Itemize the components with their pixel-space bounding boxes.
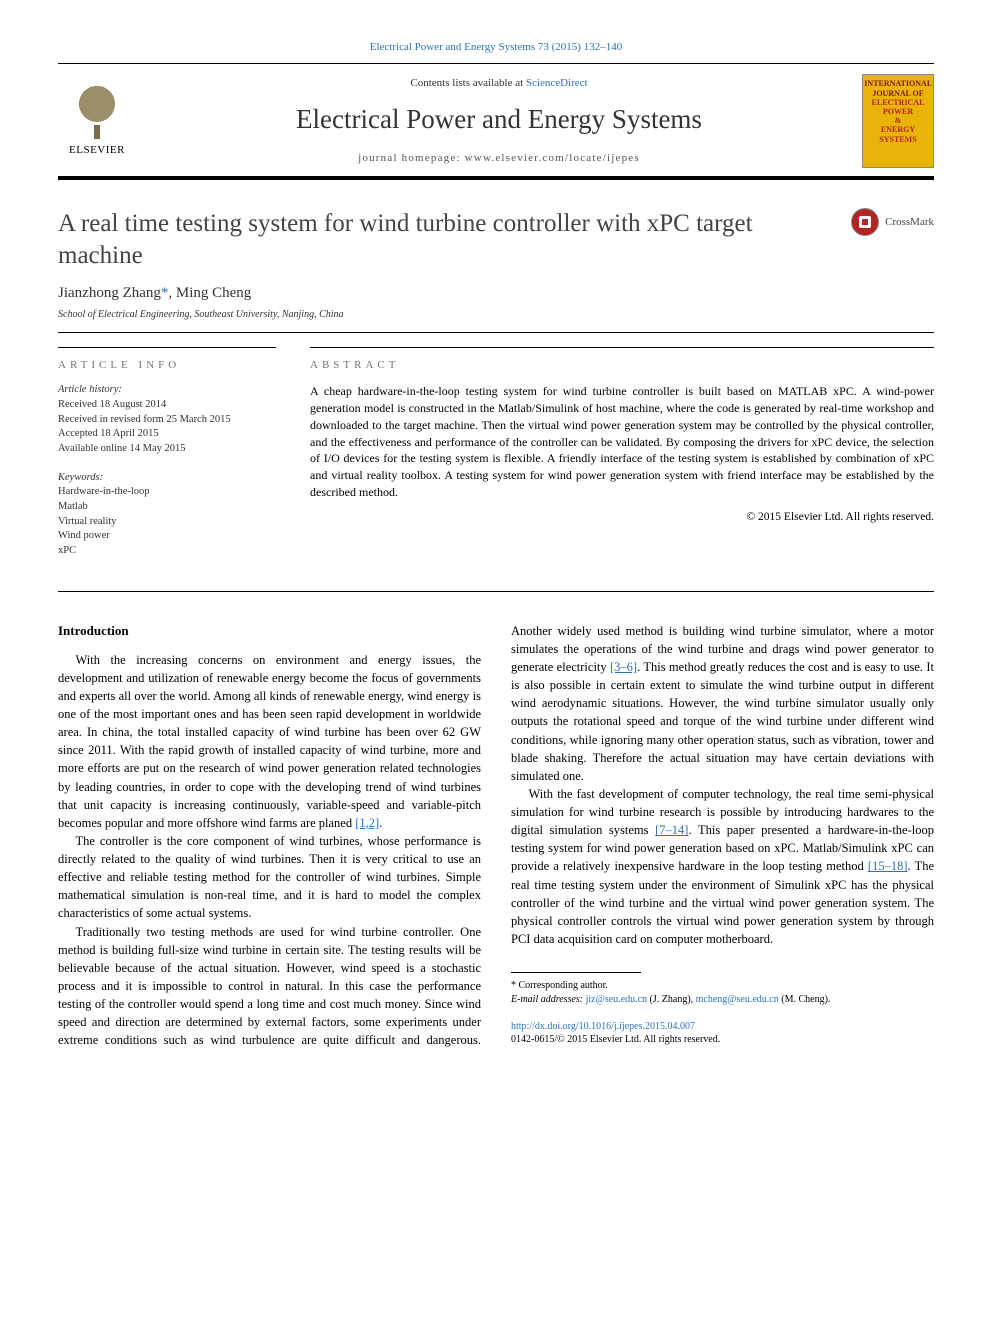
ref-link[interactable]: [1,2] (355, 816, 379, 830)
top-citation-link[interactable]: Electrical Power and Energy Systems 73 (… (58, 40, 934, 55)
journal-cover-thumb[interactable]: INTERNATIONAL JOURNAL OF ELECTRICAL POWE… (862, 74, 934, 168)
citation-link[interactable]: Electrical Power and Energy Systems 73 (… (370, 41, 622, 53)
author-1[interactable]: Jianzhong Zhang (58, 285, 161, 301)
history-label: Article history: (58, 384, 122, 395)
page-root: Electrical Power and Energy Systems 73 (… (0, 0, 992, 1099)
journal-title: Electrical Power and Energy Systems (136, 101, 862, 139)
affiliation: School of Electrical Engineering, Southe… (58, 308, 934, 322)
contents-line: Contents lists available at ScienceDirec… (136, 76, 862, 91)
doi-link[interactable]: http://dx.doi.org/10.1016/j.ijepes.2015.… (511, 1021, 695, 1032)
masthead: ELSEVIER Contents lists available at Sci… (58, 63, 934, 180)
cover-line: & (895, 116, 902, 125)
cover-line: SYSTEMS (879, 135, 916, 144)
corresponding-author-note: * Corresponding author. E-mail addresses… (511, 979, 934, 1006)
body-paragraph: With the fast development of computer te… (511, 785, 934, 948)
journal-homepage[interactable]: journal homepage: www.elsevier.com/locat… (136, 151, 862, 166)
p3b-text: . This method greatly reduces the cost a… (511, 660, 934, 783)
authors: Jianzhong Zhang*, Ming Cheng (58, 283, 934, 304)
ref-link[interactable]: [15–18] (868, 859, 908, 873)
contents-prefix: Contents lists available at (410, 77, 525, 89)
keywords-label: Keywords: (58, 472, 103, 483)
p1-tail: . (379, 816, 382, 830)
history-line: Available online 14 May 2015 (58, 443, 186, 454)
author-2: , Ming Cheng (168, 285, 251, 301)
p1-text: With the increasing concerns on environm… (58, 653, 481, 830)
body-paragraph: With the increasing concerns on environm… (58, 651, 481, 832)
masthead-center: Contents lists available at ScienceDirec… (136, 76, 862, 167)
keyword: Matlab (58, 501, 88, 512)
article-info-column: article info Article history: Received 1… (58, 347, 276, 573)
abstract-column: abstract A cheap hardware-in-the-loop te… (310, 347, 934, 573)
article-title: A real time testing system for wind turb… (58, 208, 838, 271)
ref-link[interactable]: [3–6] (610, 660, 637, 674)
crossmark-icon (851, 208, 879, 236)
elsevier-tree-icon (70, 85, 124, 139)
info-abstract-row: article info Article history: Received 1… (58, 347, 934, 592)
body-columns: Introduction With the increasing concern… (58, 622, 934, 1050)
intro-heading: Introduction (58, 622, 481, 641)
article-history: Article history: Received 18 August 2014… (58, 383, 276, 456)
abstract-text: A cheap hardware-in-the-loop testing sys… (310, 383, 934, 501)
publisher-name: ELSEVIER (69, 143, 125, 158)
footnote-separator (511, 972, 641, 973)
email-name: (J. Zhang), (647, 994, 696, 1005)
article-info-heading: article info (58, 358, 276, 373)
masthead-inner: ELSEVIER Contents lists available at Sci… (58, 74, 934, 177)
email-name: (M. Cheng). (779, 994, 831, 1005)
history-line: Received in revised form 25 March 2015 (58, 414, 231, 425)
sciencedirect-link[interactable]: ScienceDirect (526, 77, 588, 89)
publisher-logo[interactable]: ELSEVIER (58, 76, 136, 166)
cover-line: ELECTRICAL (872, 98, 925, 107)
email-label: E-mail addresses: (511, 994, 586, 1005)
issn-line: 0142-0615/© 2015 Elsevier Ltd. All right… (511, 1034, 720, 1045)
abstract-heading: abstract (310, 358, 934, 373)
email-link[interactable]: jiz@seu.edu.cn (586, 994, 647, 1005)
body-paragraph: The controller is the core component of … (58, 832, 481, 923)
doi-block: http://dx.doi.org/10.1016/j.ijepes.2015.… (511, 1020, 934, 1046)
history-line: Received 18 August 2014 (58, 399, 166, 410)
keywords-block: Keywords: Hardware-in-the-loop Matlab Vi… (58, 471, 276, 559)
cover-line: ENERGY (881, 125, 915, 134)
footer-block: * Corresponding author. E-mail addresses… (511, 972, 934, 1046)
abstract-copyright: © 2015 Elsevier Ltd. All rights reserved… (310, 509, 934, 525)
keyword: xPC (58, 545, 76, 556)
email-link[interactable]: mcheng@seu.edu.cn (696, 994, 779, 1005)
cover-line: POWER (883, 107, 913, 116)
keyword: Virtual reality (58, 516, 117, 527)
article-header: CrossMark A real time testing system for… (58, 208, 934, 333)
history-line: Accepted 18 April 2015 (58, 428, 159, 439)
cover-line: INTERNATIONAL JOURNAL OF (864, 79, 931, 97)
crossmark-label: CrossMark (885, 215, 934, 230)
keyword: Hardware-in-the-loop (58, 486, 150, 497)
keyword: Wind power (58, 530, 110, 541)
corresp-marker: * Corresponding author. (511, 980, 608, 991)
ref-link[interactable]: [7–14] (655, 823, 688, 837)
crossmark-widget[interactable]: CrossMark (851, 208, 934, 236)
